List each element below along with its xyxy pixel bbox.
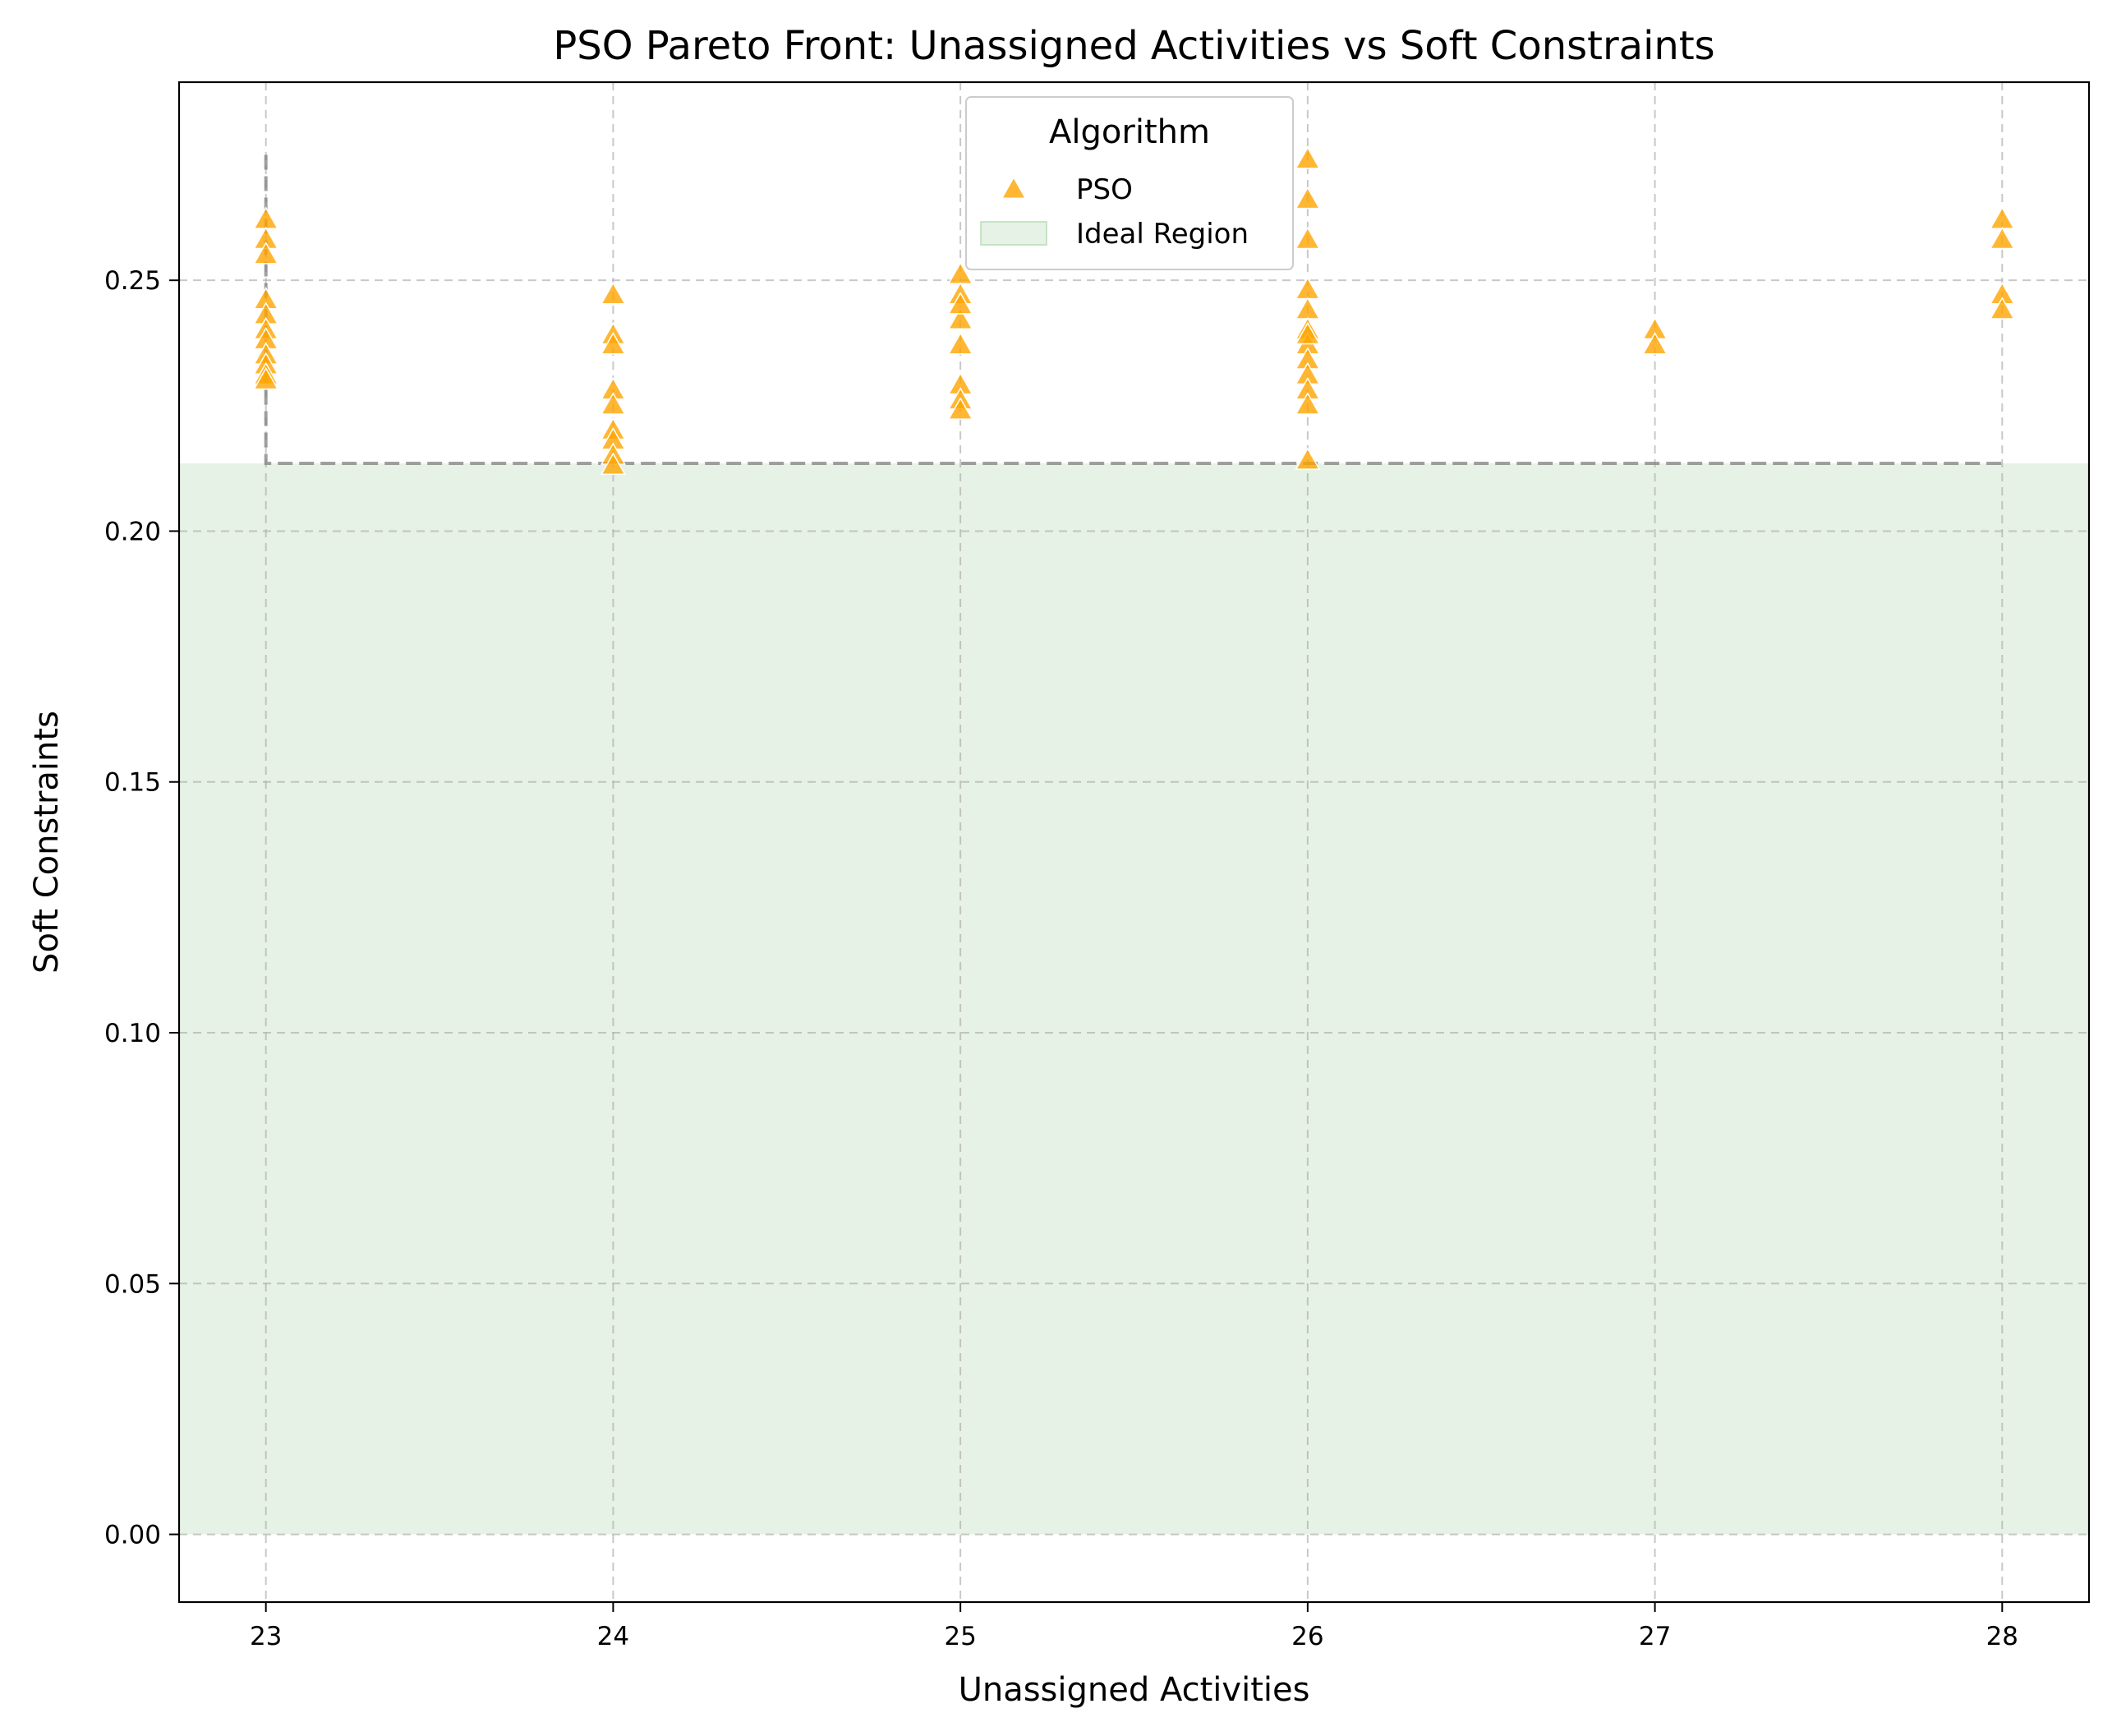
x-tick-label: 26: [1291, 1622, 1323, 1651]
y-axis-label: Soft Constraints: [28, 711, 66, 974]
data-point: [253, 242, 279, 265]
y-tick-label: 0.05: [104, 1269, 161, 1299]
y-tick-label: 0.10: [104, 1019, 161, 1048]
data-point: [1295, 186, 1321, 210]
data-point: [600, 392, 626, 415]
x-axis-label: Unassigned Activities: [959, 1671, 1310, 1709]
data-point: [947, 332, 973, 355]
x-tick-label: 23: [250, 1622, 282, 1651]
data-point: [1989, 297, 2015, 320]
data-point: [1295, 146, 1321, 169]
y-tick-label: 0.00: [104, 1521, 161, 1550]
ideal-region-area: [179, 463, 2089, 1535]
legend-label-pso: PSO: [1076, 173, 1133, 206]
legend-pso-marker: [1001, 176, 1027, 199]
data-point: [947, 292, 973, 315]
data-point: [1295, 226, 1321, 250]
data-point: [1989, 226, 2015, 250]
plot-area: 23 24 25 26 27 28 0.00 0.05 0.10 0.15 0.20 0.25: [104, 81, 2091, 1651]
y-tick-label: 0.25: [104, 266, 161, 296]
pareto-front-line: [264, 154, 2003, 466]
data-point: [600, 281, 626, 305]
data-point: [1295, 392, 1321, 415]
x-tick-label: 28: [1986, 1622, 2018, 1651]
legend-title: Algorithm: [1049, 113, 1210, 151]
data-point: [947, 306, 973, 329]
data-point: [1642, 332, 1668, 355]
data-point: [947, 397, 973, 420]
legend-frame: [965, 96, 1294, 270]
legend-label-ideal-region: Ideal Region: [1076, 218, 1249, 251]
y-tick-label: 0.15: [104, 768, 161, 798]
y-tick-label: 0.20: [104, 517, 161, 546]
x-tick-label: 27: [1639, 1622, 1671, 1651]
legend: Algorithm PSO Ideal Region: [965, 96, 1294, 270]
data-point: [1295, 447, 1321, 470]
x-tick-label: 25: [944, 1622, 976, 1651]
axes-frame: [177, 81, 2091, 1604]
data-point: [253, 366, 279, 390]
x-tick-label: 24: [597, 1622, 629, 1651]
legend-ideal-region-patch: [980, 221, 1047, 246]
data-point: [600, 452, 626, 476]
data-point: [1295, 321, 1321, 345]
data-point: [600, 332, 626, 355]
chart-title: PSO Pareto Front: Unassigned Activities …: [553, 23, 1714, 69]
